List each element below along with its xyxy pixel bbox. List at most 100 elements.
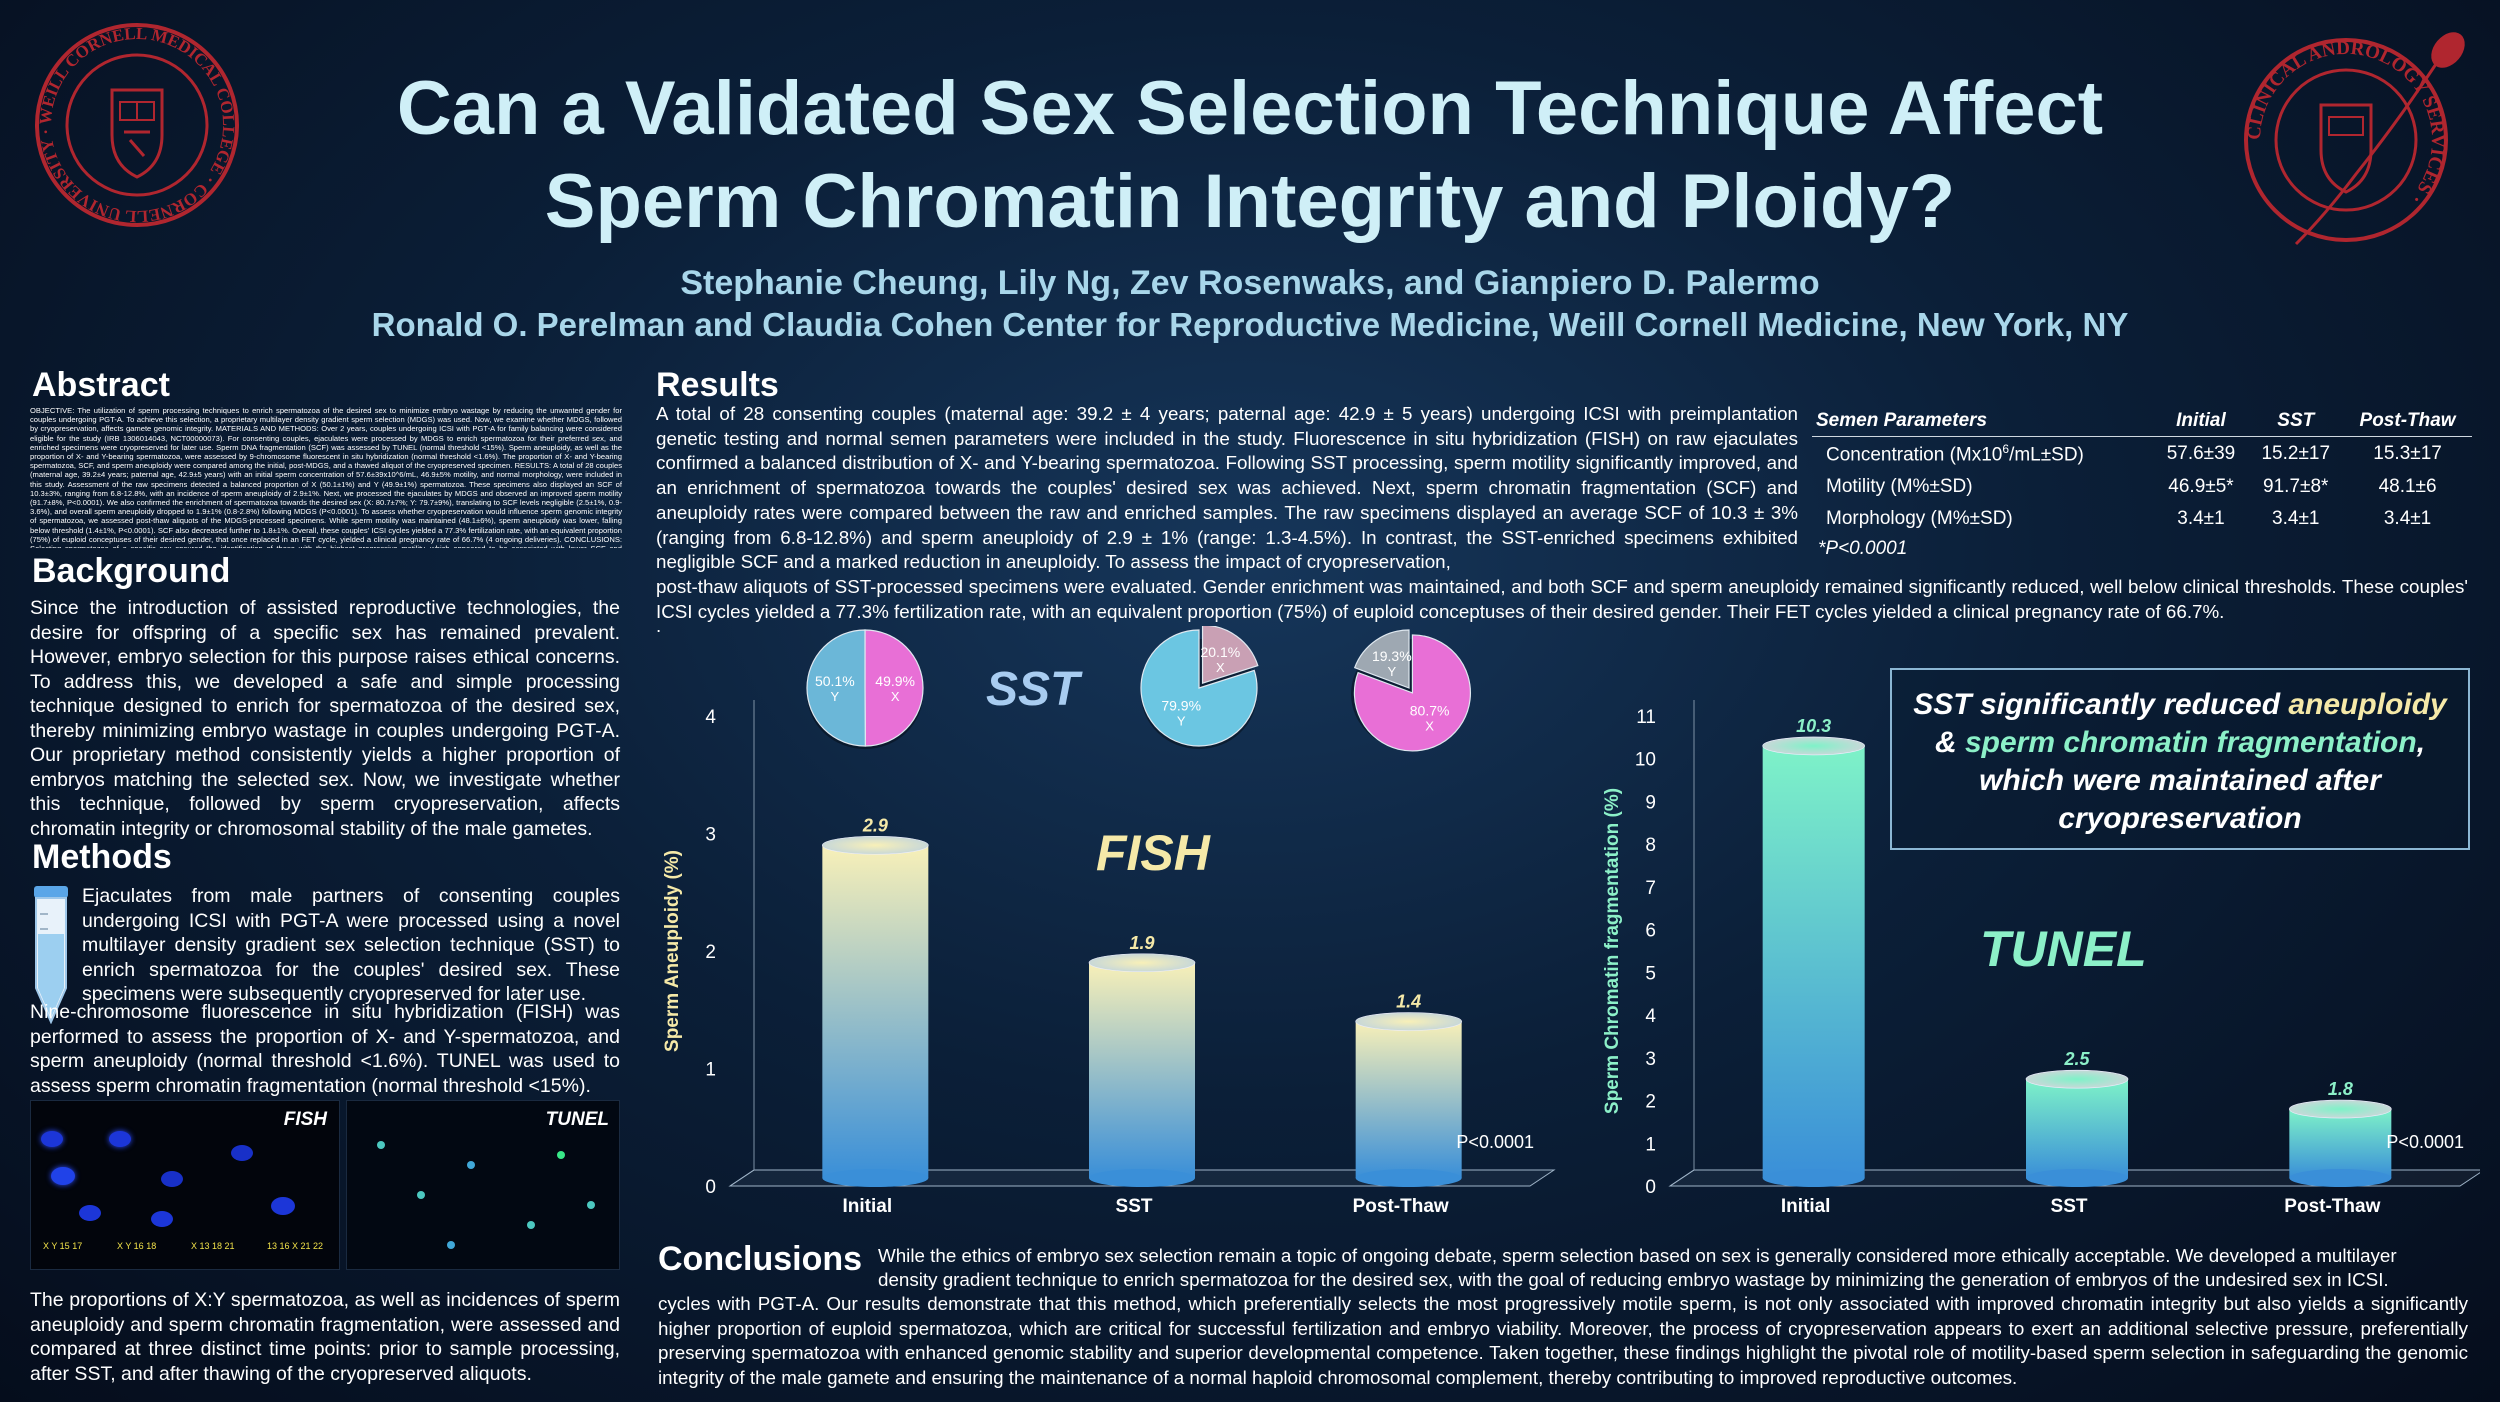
x-category-label: Initial [843,1196,893,1217]
results-text-1: A total of 28 consenting couples (matern… [656,403,1798,573]
methods-text-1: Ejaculates from male partners of consent… [82,885,620,1005]
y-tick-label: 3 [705,825,716,846]
pie-chart-sst: 20.1%X 79.9%Y [1140,626,1259,750]
y-tick-label: 4 [705,707,716,728]
bar-value-label: 1.4 [1396,992,1421,1012]
methods-text-2: Nine-chromosome fluorescence in situ hyb… [30,1001,620,1097]
clinical-andrology-seal-logo: CLINICAL ANDROLOGY SERVICES · [2244,32,2465,246]
pie-slice-value-label: 19.3% [1372,648,1412,664]
affiliation: Ronald O. Perelman and Claudia Cohen Cen… [371,306,2129,343]
x-category-label: SST [1116,1196,1153,1217]
bar [822,835,929,1187]
x-category-label: SST [2051,1196,2088,1217]
conclusions-line-2: density gradient technique to enrich spe… [878,1269,2389,1290]
bar [1355,1012,1462,1187]
y-tick-label: 8 [1645,835,1656,856]
chromatin-fragmentation-bar-chart: 0 1 2 3 4 5 6 7 8 9 10 11 Sperm Chromatin fragmentat… [1602,700,2480,1217]
semen-parameters-table: Semen Parameters Initial SST Post-Thaw C… [1812,406,2472,535]
table-header: Initial [2153,406,2249,437]
pie-slice-category-label: X [1425,719,1434,734]
conclusions-text: cycles with PGT-A. Our results demonstra… [658,1293,2468,1389]
pie-slice [1353,629,1410,689]
y-tick-label: 2 [705,942,716,963]
p-value-annotation: P<0.0001 [2386,1132,2464,1152]
poster-title: Can a Validated Sex Selection Technique … [396,66,2104,244]
bar [2025,1069,2129,1187]
pie-slice [1353,634,1471,752]
pie-slice-value-label: 79.9% [1161,697,1201,713]
pie-slice-category-label: Y [1177,713,1186,728]
pie-slice-value-label: 20.1% [1200,644,1240,660]
pie-slice-value-label: 80.7% [1410,703,1450,719]
results-text-2: post-thaw aliquots of SST-processed spec… [656,576,2468,622]
pie-slice-category-label: Y [831,689,840,704]
table-row: Motility (M%±SD) 46.9±5* 91.7±8* 48.1±6 [1826,476,2437,498]
y-tick-label: 1 [705,1060,716,1081]
y-tick-label: 0 [1645,1177,1656,1198]
key-finding-callout: SST significantly reduced aneuploidy & s… [1890,668,2470,850]
pie-slice-value-label: 50.1% [815,673,855,689]
pie-slice-category-label: Y [1387,664,1396,679]
sst-label: SST [986,663,1080,716]
background-text: Since the introduction of assisted repro… [30,597,620,840]
y-tick-label: 6 [1645,921,1656,942]
table-header: Semen Parameters [1812,406,2154,437]
pie-chart-post-thaw: 80.7%X 19.3%Y [1351,629,1471,752]
table-header: Post-Thaw [2343,406,2472,437]
y-tick-label: 0 [705,1177,716,1198]
x-category-label: Post-Thaw [2284,1196,2380,1217]
svg-text:CLINICAL ANDROLOGY SERVICES ·: CLINICAL ANDROLOGY SERVICES · [2244,38,2448,208]
bar-value-label: 2.9 [862,815,888,835]
y-tick-label: 3 [1645,1049,1656,1070]
bar [1762,736,1865,1187]
tunel-image: TUNEL [346,1100,620,1270]
table-footnote: *P<0.0001 [1818,538,1908,559]
y-tick-label: 1 [1645,1134,1656,1155]
y-tick-label: 7 [1645,878,1656,899]
fish-chart-label: FISH [1096,825,1210,881]
conclusions-heading: Conclusions [658,1240,863,1278]
x-category-label: Initial [1781,1196,1831,1217]
p-value-annotation: P<0.0001 [1456,1132,1534,1152]
results-heading: Results [656,366,779,404]
pie-slice [1201,626,1259,684]
pie-slice-category-label: X [1216,660,1225,675]
centrifuge-tube-icon [34,886,68,1024]
y-tick-label: 11 [1636,707,1656,728]
bar [2289,1099,2392,1187]
table-row: Concentration (Mx106/mL±SD) 57.6±39 15.2±… [1826,442,2442,466]
pie-slice-value-label: 49.9% [875,673,915,689]
table-header: SST [2248,406,2344,437]
aneuploidy-bar-chart: 0 1 2 3 4 Sperm Aneuploidy (%) 2.9 Initial 1.9 SS… [662,700,1556,1217]
background-heading: Background [32,552,231,590]
y-axis-label: Sperm Aneuploidy (%) [662,850,683,1052]
y-tick-label: 9 [1645,792,1656,813]
methods-text-3: The proportions of X:Y spermatozoa, as w… [30,1289,620,1385]
pie-chart-initial: 49.9%X 50.1%Y [806,629,924,750]
table-row: Morphology (M%±SD) 3.4±1 3.4±1 3.4±1 [1826,508,2432,530]
y-tick-label: 4 [1645,1006,1656,1027]
tunel-chart-label: TUNEL [1980,921,2147,977]
bar-value-label: 1.9 [1129,933,1154,953]
bar-value-label: 1.8 [2328,1079,2353,1099]
pie-slice [1140,629,1258,747]
methods-heading: Methods [32,838,172,876]
results-trailing-dot: . [656,615,662,636]
y-tick-label: 5 [1645,963,1656,984]
abstract-text: OBJECTIVE: The utilization of sperm proc… [30,406,622,548]
conclusions-line-1: While the ethics of embryo sex selection… [878,1245,2397,1266]
y-axis-label: Sperm Chromatin fragmentation (%) [1602,788,1623,1114]
bar-value-label: 10.3 [1796,716,1831,736]
y-tick-label: 2 [1645,1092,1656,1113]
weill-cornell-seal-logo: WEILL CORNELL MEDICAL COLLEGE · CORNELL … [35,23,239,227]
x-category-label: Post-Thaw [1353,1196,1449,1217]
bar [1088,953,1196,1187]
abstract-heading: Abstract [32,366,170,404]
pie-slice [806,629,866,747]
y-tick-label: 10 [1635,750,1656,771]
bar-value-label: 2.5 [2063,1049,2090,1069]
fish-image: FISH X Y 15 17 X Y 16 18 X 13 18 21 13 1… [30,1100,340,1270]
pie-slice-category-label: X [891,689,900,704]
authors: Stephanie Cheung, Lily Ng, Zev Rosenwaks… [680,264,1820,302]
pie-slice [864,629,924,747]
